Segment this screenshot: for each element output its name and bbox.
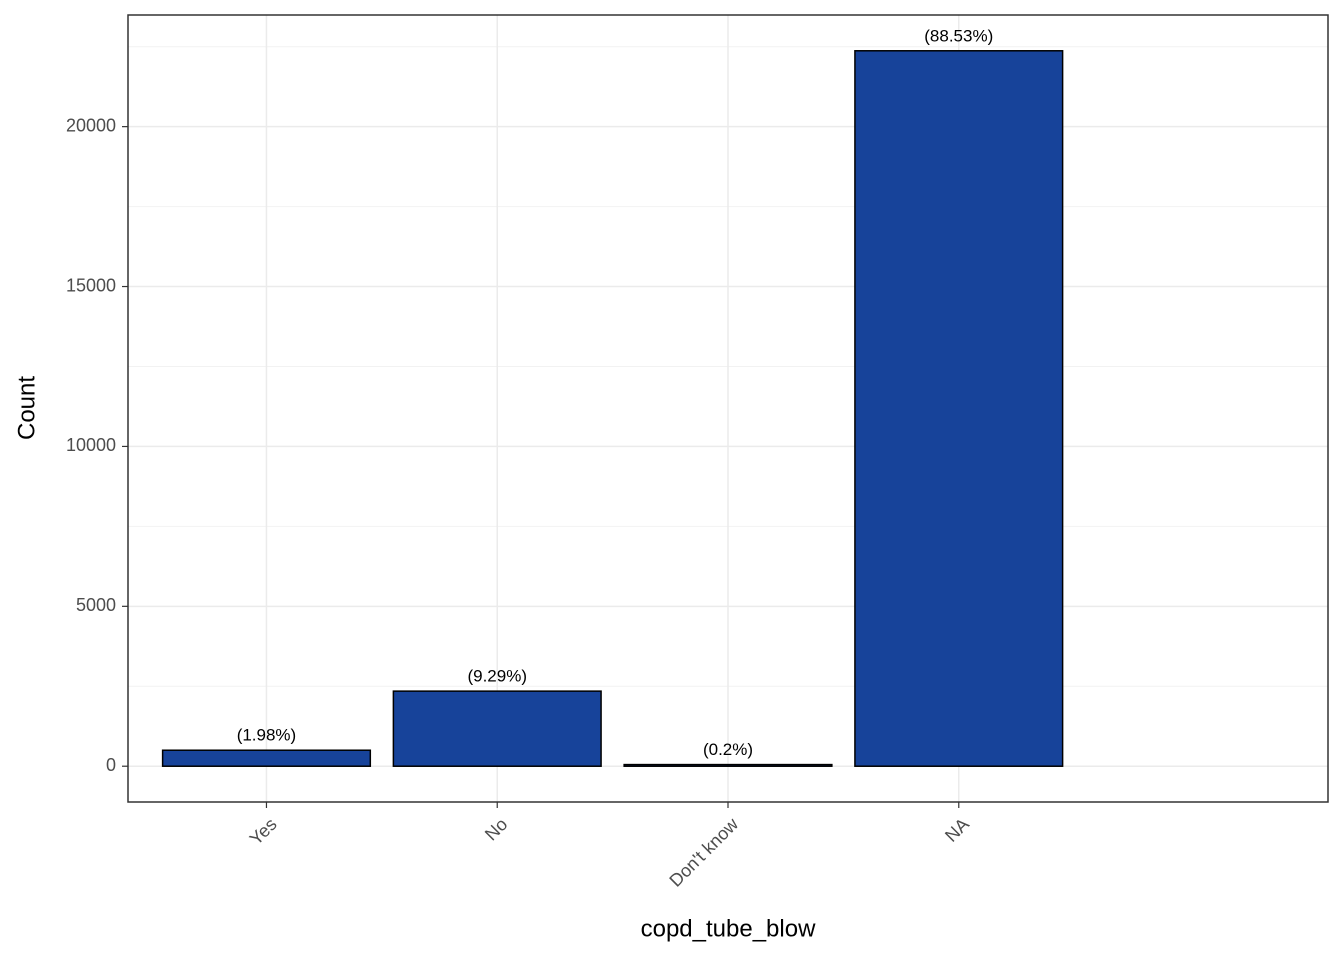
value-label: (1.98%) [237, 726, 297, 745]
bar [623, 763, 833, 767]
x-tick-label: Yes [246, 814, 281, 849]
bar [392, 690, 602, 767]
bar [854, 50, 1064, 767]
y-tick-label: 0 [106, 755, 116, 775]
y-tick-label: 10000 [66, 435, 116, 455]
value-label: (9.29%) [467, 667, 527, 686]
plot-border [127, 14, 1329, 803]
value-label: (88.53%) [924, 26, 993, 45]
x-tick-label: Don't know [665, 813, 742, 890]
y-tick-label: 20000 [66, 115, 116, 135]
value-label: (0.2%) [703, 740, 753, 759]
y-tick-label: 15000 [66, 275, 116, 295]
y-axis-title: Count [13, 376, 40, 440]
x-tick-label: NA [941, 814, 973, 846]
y-tick-label: 5000 [76, 595, 116, 615]
bar [161, 749, 372, 767]
x-axis-title: copd_tube_blow [641, 915, 816, 942]
x-tick-label: No [481, 814, 511, 844]
